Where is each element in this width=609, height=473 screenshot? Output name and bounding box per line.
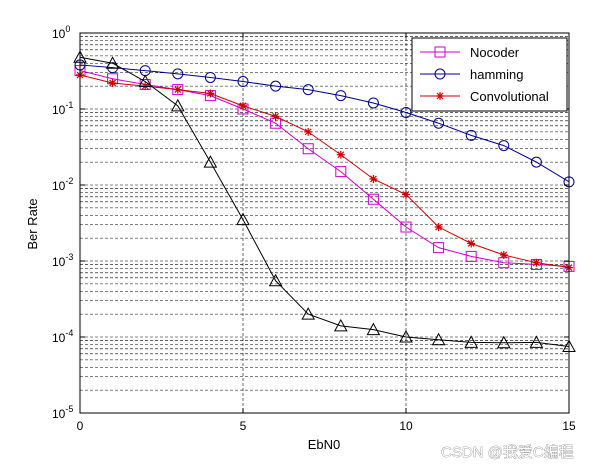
legend-entry: Convolutional <box>420 89 549 104</box>
data-point-triangle <box>138 74 153 88</box>
series-line <box>79 64 570 183</box>
data-point-triangle <box>105 56 120 69</box>
data-point-square <box>434 46 446 58</box>
data-point-star <box>239 101 247 110</box>
data-point-triangle <box>399 329 413 343</box>
data-point-star <box>206 89 215 98</box>
data-point-square <box>335 166 347 178</box>
series-uncoded-reference <box>73 50 576 352</box>
series-layer <box>73 50 576 352</box>
data-point-star <box>304 127 313 136</box>
data-point-circle <box>204 71 216 83</box>
data-point-star <box>436 92 444 100</box>
data-point-triangle <box>529 335 544 348</box>
data-point-circle <box>107 62 119 74</box>
y-tick-label: 100 <box>52 24 70 41</box>
data-point-square <box>302 143 314 155</box>
series-hamming <box>74 59 575 188</box>
legend-label: Convolutional <box>470 89 549 104</box>
data-point-circle <box>237 76 249 88</box>
data-point-circle <box>367 97 379 109</box>
x-tick-label: 0 <box>77 419 84 433</box>
data-point-circle <box>270 80 282 92</box>
data-point-triangle <box>301 307 316 320</box>
data-point-square <box>465 250 477 262</box>
data-point-triangle <box>170 98 185 112</box>
data-point-star <box>369 174 378 183</box>
y-tick-label: 10-1 <box>52 100 73 117</box>
legend-label: hamming <box>470 67 523 82</box>
data-point-triangle <box>496 335 511 349</box>
data-point-star <box>336 150 345 159</box>
watermark: CSDN @我爱C编程 <box>441 444 574 461</box>
legend-label: Nocoder <box>470 45 520 60</box>
data-point-star <box>467 239 476 248</box>
data-point-triangle <box>366 322 381 336</box>
data-point-circle <box>498 140 510 152</box>
y-tick-label: 10-3 <box>52 252 73 269</box>
data-point-star <box>434 223 443 232</box>
data-point-star <box>402 190 410 199</box>
axis-ticks: 0 5 10 15 100 10-1 10-2 10-3 10-4 10-5 <box>52 24 576 433</box>
data-point-star <box>173 85 182 94</box>
data-point-square <box>367 193 379 205</box>
data-point-circle <box>172 68 184 80</box>
data-point-triangle <box>464 335 479 348</box>
data-point-square <box>433 242 445 254</box>
x-tick-label: 5 <box>240 419 247 433</box>
data-point-circle <box>433 117 445 129</box>
y-tick-label: 10-5 <box>52 404 73 421</box>
y-tick-label: 10-4 <box>52 328 73 345</box>
legend-entry: hamming <box>420 67 523 82</box>
y-axis-label: Ber Rate <box>25 198 40 249</box>
data-point-triangle <box>236 212 250 226</box>
data-point-circle <box>530 156 542 168</box>
series-line <box>79 56 570 347</box>
data-point-square <box>400 221 412 233</box>
y-tick-label: 10-2 <box>52 176 73 193</box>
data-point-square <box>172 84 184 96</box>
data-point-star <box>108 78 117 87</box>
plot-area <box>79 32 570 414</box>
legend: Nocoder hamming Convolutional <box>411 37 568 112</box>
data-point-star <box>271 112 280 121</box>
series-line <box>79 70 570 267</box>
data-point-circle <box>335 90 347 102</box>
data-point-circle <box>465 129 477 141</box>
data-point-circle <box>400 106 412 118</box>
data-point-star <box>499 250 508 259</box>
data-point-star <box>532 258 541 267</box>
x-axis-label: EbN0 <box>308 437 341 452</box>
data-point-triangle <box>203 155 218 168</box>
legend-entry: Nocoder <box>420 45 520 60</box>
series-line <box>79 74 570 269</box>
data-point-triangle <box>333 318 348 332</box>
data-point-triangle <box>268 273 283 287</box>
x-tick-label: 10 <box>399 419 413 433</box>
x-tick-label: 15 <box>562 419 576 433</box>
data-point-circle <box>302 84 314 96</box>
data-point-triangle <box>431 332 446 346</box>
data-point-circle <box>434 68 446 80</box>
